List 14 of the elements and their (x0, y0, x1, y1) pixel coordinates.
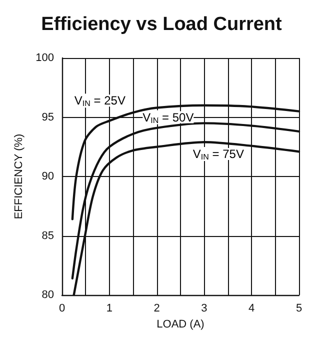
chart-title: Efficiency vs Load Current (41, 14, 283, 35)
y-tick-label: 100 (36, 52, 54, 64)
x-tick-label: 5 (296, 302, 302, 314)
x-tick-label: 4 (248, 302, 255, 314)
x-tick-label: 1 (106, 302, 112, 314)
y-tick-label: 90 (42, 170, 54, 182)
x-tick-label: 2 (154, 302, 160, 314)
x-axis-title: LOAD (A) (156, 318, 204, 330)
x-tick-label: 0 (58, 302, 66, 314)
y-tick-label: 95 (42, 111, 54, 124)
x-tick-label: 3 (201, 302, 208, 314)
y-tick-label: 80 (42, 289, 54, 301)
y-axis-title: EFFICIENCY (%) (13, 134, 26, 220)
y-tick-label: 85 (42, 230, 54, 242)
